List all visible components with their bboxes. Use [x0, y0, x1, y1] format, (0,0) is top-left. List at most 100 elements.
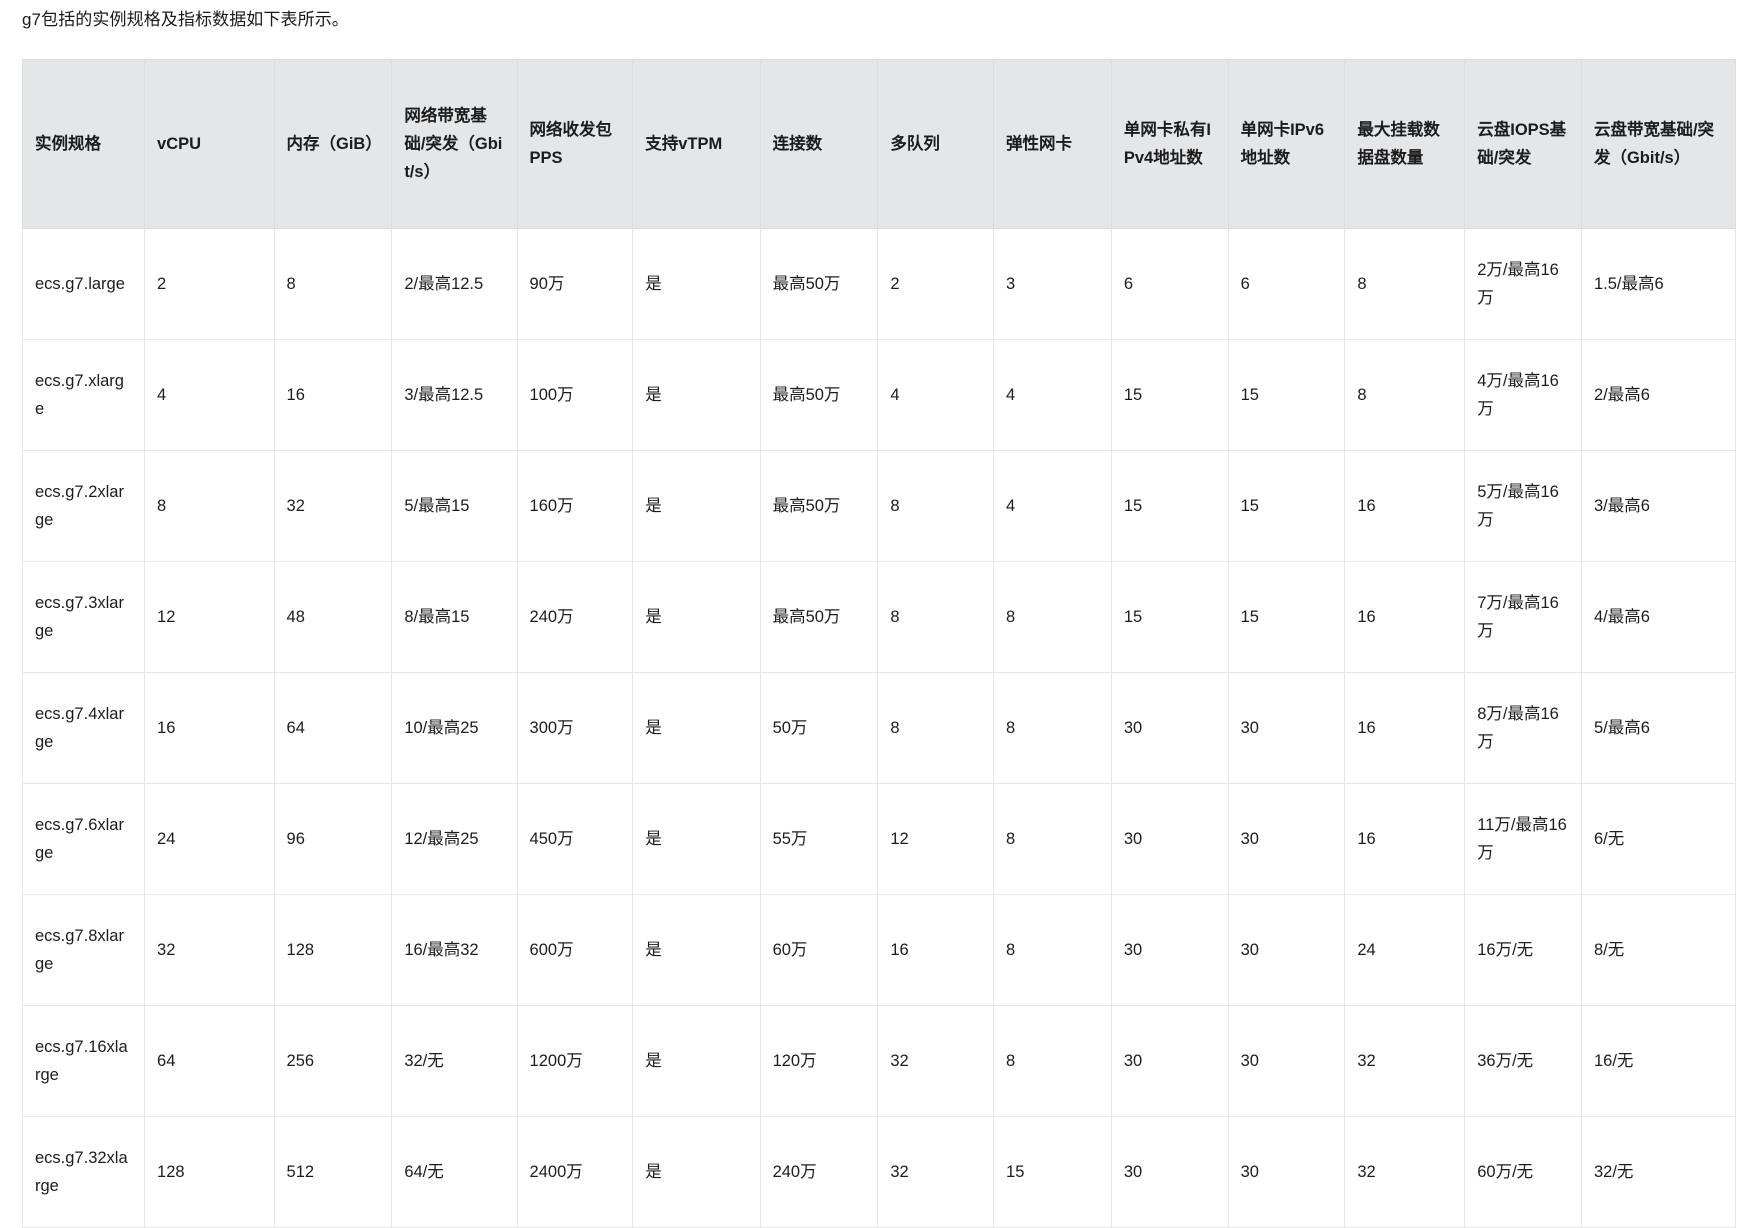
column-header-disk-bandwidth: 云盘带宽基础/突发（Gbit/s） [1580, 59, 1736, 229]
cell-network-bandwidth: 2/最高12.5 [391, 228, 518, 340]
cell-ipv4-per-nic: 30 [1110, 1116, 1229, 1228]
cell-max-data-disks: 16 [1344, 783, 1466, 895]
cell-disk-iops: 8万/最高16万 [1464, 672, 1582, 784]
cell-multi-queue: 8 [877, 561, 995, 673]
cell-elastic-nic: 8 [993, 1005, 1112, 1117]
cell-connections: 60万 [759, 894, 879, 1006]
cell-vcpu: 32 [144, 894, 275, 1006]
cell-connections: 最高50万 [759, 450, 879, 562]
cell-memory: 16 [273, 339, 393, 451]
cell-pps: 160万 [516, 450, 634, 562]
cell-vtpm: 是 [632, 1116, 761, 1228]
cell-network-bandwidth: 5/最高15 [391, 450, 518, 562]
cell-max-data-disks: 16 [1344, 672, 1466, 784]
cell-disk-bandwidth: 16/无 [1580, 1005, 1736, 1117]
cell-instance-spec: ecs.g7.16xlarge [22, 1005, 146, 1117]
cell-ipv6-per-nic: 15 [1227, 450, 1346, 562]
table-row: ecs.g7.large 2 8 2/最高12.5 90万是最高50万 2 3 6 6 8 2万/最… [22, 228, 1736, 340]
cell-pps: 1200万 [516, 1005, 634, 1117]
column-header-max-data-disks: 最大挂载数据盘数量 [1344, 59, 1466, 229]
cell-ipv6-per-nic: 30 [1227, 894, 1346, 1006]
cell-disk-iops: 2万/最高16万 [1464, 228, 1582, 340]
cell-disk-bandwidth: 5/最高6 [1580, 672, 1736, 784]
cell-max-data-disks: 32 [1344, 1116, 1466, 1228]
cell-memory: 256 [273, 1005, 393, 1117]
cell-ipv4-per-nic: 6 [1110, 228, 1229, 340]
cell-ipv4-per-nic: 30 [1110, 783, 1229, 895]
cell-memory: 32 [273, 450, 393, 562]
column-header-multi-queue: 多队列 [877, 59, 995, 229]
cell-ipv4-per-nic: 30 [1110, 1005, 1229, 1117]
table-row: ecs.g7.xlarge 4 16 3/最高12.5 100万是最高50万 4 4 15 15… [22, 339, 1736, 451]
cell-vtpm: 是 [632, 894, 761, 1006]
cell-vcpu: 24 [144, 783, 275, 895]
cell-instance-spec: ecs.g7.6xlarge [22, 783, 146, 895]
cell-vcpu: 16 [144, 672, 275, 784]
cell-network-bandwidth: 3/最高12.5 [391, 339, 518, 451]
table-row: ecs.g7.3xlarge 12 48 8/最高15 240万是最高50万 8 8 15 15… [22, 561, 1736, 673]
cell-pps: 300万 [516, 672, 634, 784]
cell-connections: 最高50万 [759, 228, 879, 340]
cell-memory: 512 [273, 1116, 393, 1228]
cell-ipv6-per-nic: 15 [1227, 561, 1346, 673]
cell-max-data-disks: 32 [1344, 1005, 1466, 1117]
cell-network-bandwidth: 16/最高32 [391, 894, 518, 1006]
cell-connections: 240万 [759, 1116, 879, 1228]
cell-ipv6-per-nic: 6 [1227, 228, 1346, 340]
cell-disk-bandwidth: 4/最高6 [1580, 561, 1736, 673]
cell-disk-bandwidth: 8/无 [1580, 894, 1736, 1006]
column-header-network-bandwidth: 网络带宽基础/突发（Gbit/s） [391, 59, 518, 229]
cell-elastic-nic: 4 [993, 339, 1112, 451]
cell-memory: 48 [273, 561, 393, 673]
cell-memory: 64 [273, 672, 393, 784]
table-row: ecs.g7.32xlarge 128 512 64/无 2400万是 240万 32 15 3… [22, 1116, 1736, 1228]
cell-ipv4-per-nic: 15 [1110, 450, 1229, 562]
cell-multi-queue: 32 [877, 1116, 995, 1228]
cell-multi-queue: 4 [877, 339, 995, 451]
column-header-vcpu: vCPU [144, 59, 275, 229]
cell-connections: 120万 [759, 1005, 879, 1117]
cell-disk-bandwidth: 6/无 [1580, 783, 1736, 895]
cell-elastic-nic: 8 [993, 783, 1112, 895]
cell-network-bandwidth: 8/最高15 [391, 561, 518, 673]
cell-memory: 96 [273, 783, 393, 895]
cell-disk-iops: 11万/最高16万 [1464, 783, 1582, 895]
cell-disk-bandwidth: 2/最高6 [1580, 339, 1736, 451]
table-body: ecs.g7.large 2 8 2/最高12.5 90万是最高50万 2 3 6 6 8 2万/最… [22, 228, 1736, 1228]
cell-disk-iops: 5万/最高16万 [1464, 450, 1582, 562]
table-row: ecs.g7.2xlarge 8 32 5/最高15 160万是最高50万 8 4 15 15 1… [22, 450, 1736, 562]
column-header-elastic-nic: 弹性网卡 [993, 59, 1112, 229]
cell-memory: 8 [273, 228, 393, 340]
cell-vtpm: 是 [632, 228, 761, 340]
cell-instance-spec: ecs.g7.3xlarge [22, 561, 146, 673]
column-header-ipv4-per-nic: 单网卡私有IPv4地址数 [1110, 59, 1229, 229]
column-header-memory: 内存（GiB） [273, 59, 393, 229]
cell-vcpu: 12 [144, 561, 275, 673]
cell-connections: 最高50万 [759, 339, 879, 451]
cell-pps: 600万 [516, 894, 634, 1006]
cell-vtpm: 是 [632, 450, 761, 562]
intro-paragraph: g7包括的实例规格及指标数据如下表所示。 [22, 10, 349, 29]
cell-ipv6-per-nic: 30 [1227, 1005, 1346, 1117]
table-header: 实例规格 vCPU 内存（GiB） 网络带宽基础/突发（Gbit/s） 网络收发… [22, 59, 1736, 229]
cell-memory: 128 [273, 894, 393, 1006]
cell-vtpm: 是 [632, 783, 761, 895]
spec-table-container: 实例规格 vCPU 内存（GiB） 网络带宽基础/突发（Gbit/s） 网络收发… [22, 59, 1736, 1228]
cell-ipv4-per-nic: 30 [1110, 672, 1229, 784]
cell-connections: 55万 [759, 783, 879, 895]
cell-elastic-nic: 15 [993, 1116, 1112, 1228]
column-header-pps: 网络收发包PPS [516, 59, 634, 229]
cell-vtpm: 是 [632, 1005, 761, 1117]
cell-instance-spec: ecs.g7.2xlarge [22, 450, 146, 562]
cell-ipv6-per-nic: 30 [1227, 783, 1346, 895]
cell-ipv4-per-nic: 15 [1110, 561, 1229, 673]
cell-instance-spec: ecs.g7.8xlarge [22, 894, 146, 1006]
column-header-instance-spec: 实例规格 [22, 59, 146, 229]
cell-max-data-disks: 16 [1344, 561, 1466, 673]
column-header-disk-iops: 云盘IOPS基础/突发 [1464, 59, 1582, 229]
cell-multi-queue: 2 [877, 228, 995, 340]
cell-multi-queue: 32 [877, 1005, 995, 1117]
cell-pps: 240万 [516, 561, 634, 673]
cell-max-data-disks: 16 [1344, 450, 1466, 562]
cell-network-bandwidth: 64/无 [391, 1116, 518, 1228]
